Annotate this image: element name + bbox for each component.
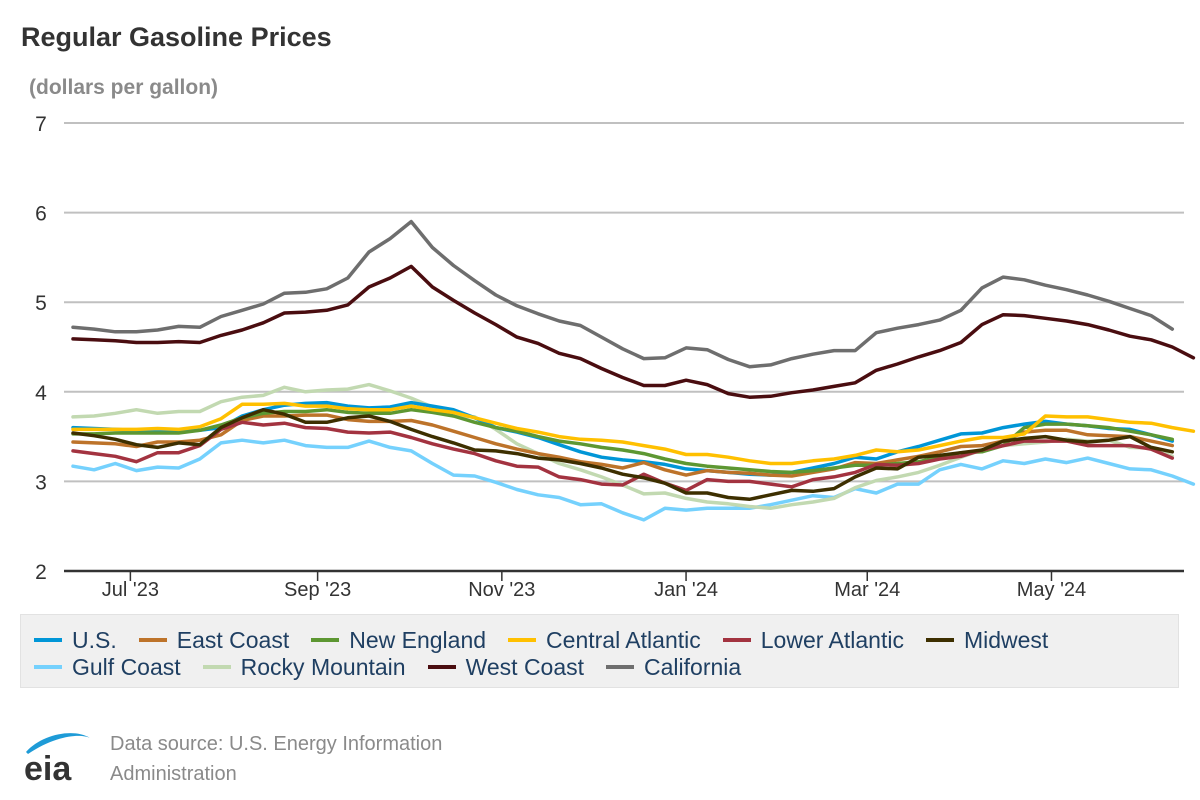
series-line-gulf-coast[interactable] [71, 438, 1196, 522]
legend-label: U.S. [72, 626, 117, 653]
y-axis-units-label: (dollars per gallon) [29, 76, 219, 99]
series-line-midwest[interactable] [71, 407, 1175, 502]
legend-item-rocky-mountain[interactable]: Rocky Mountain [202, 653, 406, 681]
series-line-lower-atlantic[interactable] [71, 420, 1175, 493]
legend-row: Gulf Coast Rocky Mountain West Coast Califo… [34, 654, 763, 680]
y-tick-label: 5 [35, 292, 47, 315]
y-tick-label: 2 [35, 561, 47, 584]
legend-swatch-icon [34, 638, 62, 642]
data-source-line-1: Data source: U.S. Energy Information [110, 733, 443, 755]
legend-swatch-icon [606, 665, 635, 669]
legend-item-west-coast[interactable]: West Coast [427, 653, 585, 681]
eia-logo-swoosh-icon [26, 733, 90, 754]
legend-swatch-icon [138, 638, 167, 642]
legend-item-midwest[interactable]: Midwest [925, 626, 1049, 654]
legend-label: West Coast [465, 653, 585, 680]
legend-label: Central Atlantic [546, 626, 701, 653]
data-source: Data source: U.S. Energy Information Adm… [110, 729, 510, 789]
legend-swatch-icon [925, 638, 954, 642]
x-tick-label: Jan '24 [654, 579, 718, 601]
line-chart: 2 3 4 5 6 7 Jul '23 Sep '23 Nov '23 Jan '24 Mar '… [35, 113, 1196, 601]
legend-item-new-england[interactable]: New England [311, 627, 486, 654]
y-tick-label: 3 [35, 471, 47, 494]
eia-logo-text: eia [24, 750, 72, 785]
series-line-california[interactable] [71, 219, 1175, 369]
grid-lines [64, 122, 1184, 483]
y-tick-label: 4 [35, 382, 47, 405]
legend-swatch-icon [508, 638, 537, 642]
legend-label: New England [349, 626, 487, 653]
data-source-line-2: Administration [110, 763, 237, 785]
legend-item-lower-atlantic[interactable]: Lower Atlantic [722, 626, 904, 654]
y-tick-label: 6 [35, 203, 47, 226]
legend-swatch-icon [202, 665, 231, 669]
legend-item-u-s[interactable]: U.S. [34, 627, 117, 654]
legend-item-east-coast[interactable]: East Coast [138, 626, 290, 654]
series-line-west-coast[interactable] [71, 264, 1196, 399]
x-tick-label: Jul '23 [102, 579, 159, 601]
legend-item-central-atlantic[interactable]: Central Atlantic [508, 627, 701, 654]
legend-label: East Coast [176, 626, 290, 653]
legend-swatch-icon [427, 665, 456, 669]
y-tick-label: 7 [35, 113, 47, 136]
chart-title: Regular Gasoline Prices [21, 22, 332, 52]
legend-item-gulf-coast[interactable]: Gulf Coast [34, 654, 181, 681]
series-line-east-coast[interactable] [71, 413, 1175, 478]
legend-label: Rocky Mountain [240, 653, 406, 680]
x-tick-label: May '24 [1017, 579, 1086, 601]
series-line-central-atlantic[interactable] [71, 401, 1196, 466]
x-tick-label: Nov '23 [468, 579, 535, 601]
legend-row: U.S. East Coast New England Central Atlanti… [34, 627, 1070, 653]
series-lines [71, 219, 1196, 522]
legend-label: Gulf Coast [72, 653, 181, 680]
legend-label: Midwest [963, 626, 1049, 653]
legend-swatch-icon [722, 638, 751, 642]
eia-logo: eia [24, 733, 90, 785]
legend-swatch-icon [311, 638, 340, 642]
x-tick-label: Sep '23 [284, 579, 351, 601]
legend-label: California [644, 653, 742, 680]
x-tick-label: Mar '24 [834, 579, 900, 601]
legend: U.S. East Coast New England Central Atlanti… [20, 614, 1179, 688]
y-axis-ticks: 2 3 4 5 6 7 [35, 113, 47, 584]
legend-swatch-icon [34, 665, 62, 669]
legend-label: Lower Atlantic [760, 626, 904, 653]
legend-item-california[interactable]: California [606, 654, 741, 681]
x-axis: Jul '23 Sep '23 Nov '23 Jan '24 Mar '24 May '… [64, 569, 1184, 601]
